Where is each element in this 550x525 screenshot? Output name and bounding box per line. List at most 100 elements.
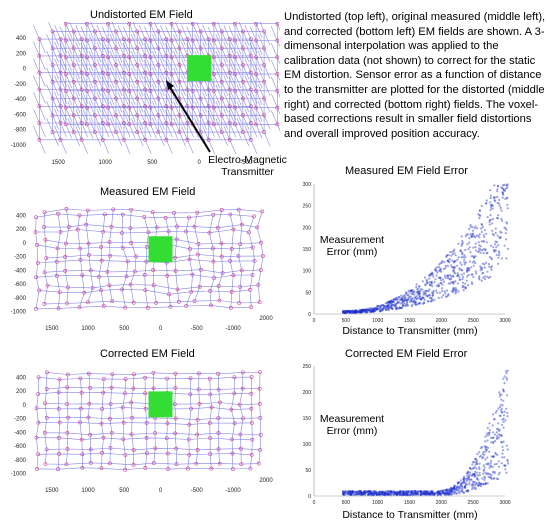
field-sample-marker — [254, 38, 259, 43]
error-data-point — [463, 261, 466, 264]
field-sample-marker — [262, 63, 267, 67]
error-data-point — [385, 493, 388, 496]
field-sample-marker — [211, 212, 216, 217]
error-data-point — [481, 452, 484, 456]
error-data-point — [405, 300, 408, 303]
error-data-point — [505, 222, 509, 225]
measured-error-xlabel: Distance to Transmitter (mm) — [342, 325, 478, 337]
field-sample-marker — [37, 104, 42, 109]
field-sample-marker — [43, 401, 47, 406]
error-data-point — [447, 275, 450, 278]
field-line-depth — [101, 26, 115, 55]
error-data-point — [409, 490, 413, 493]
error-data-point — [452, 486, 455, 489]
error-data-point — [471, 273, 474, 276]
field-sample-marker — [64, 241, 68, 246]
error-data-point — [375, 493, 378, 496]
error-data-point — [358, 309, 362, 312]
error-data-point — [454, 280, 457, 283]
error-data-point — [410, 492, 413, 495]
field-sample-marker — [233, 105, 237, 110]
field-sample-marker — [58, 70, 63, 75]
field-line-depth — [207, 110, 221, 139]
error-data-point — [354, 309, 358, 312]
error-data-point — [484, 458, 487, 461]
error-data-point — [470, 281, 473, 284]
field-sample-marker — [172, 210, 176, 215]
field-sample-marker — [131, 300, 136, 305]
error-data-point — [462, 272, 466, 275]
error-data-point — [450, 254, 453, 257]
error-data-point — [495, 409, 498, 412]
error-data-point — [347, 309, 350, 313]
error-data-point — [398, 296, 401, 299]
error-data-point — [355, 310, 358, 313]
field-sample-marker — [42, 210, 47, 215]
field-sample-marker — [195, 432, 200, 437]
error-data-point — [430, 291, 434, 294]
error-data-point — [342, 311, 345, 314]
field-line-vertical — [109, 374, 113, 464]
error-data-point — [356, 491, 360, 494]
field-sample-marker — [102, 212, 107, 217]
error-data-point — [461, 275, 465, 278]
error-data-point — [342, 493, 345, 496]
error-data-point — [426, 280, 429, 283]
field-sample-marker — [166, 229, 171, 234]
error-data-point — [360, 494, 363, 497]
error-data-point — [419, 493, 422, 496]
error-data-point — [362, 308, 365, 312]
error-data-point — [499, 434, 502, 437]
error-data-point — [442, 280, 446, 283]
error-data-point — [390, 490, 393, 493]
error-data-point — [344, 310, 347, 314]
y-tick-label: -200 — [14, 82, 27, 88]
error-data-point — [494, 196, 497, 199]
error-data-point — [488, 422, 491, 425]
error-data-point — [489, 194, 493, 197]
error-data-point — [352, 492, 355, 495]
error-data-point — [345, 309, 349, 312]
error-data-point — [429, 284, 432, 287]
field-sample-marker — [220, 271, 225, 276]
error-data-point — [503, 382, 506, 385]
error-data-point — [496, 217, 500, 220]
error-data-point — [406, 491, 409, 494]
error-data-point — [393, 305, 396, 308]
field-sample-marker — [42, 430, 47, 435]
error-data-point — [505, 372, 508, 375]
error-data-point — [454, 272, 457, 275]
error-data-point — [440, 491, 443, 494]
error-data-point — [389, 491, 392, 494]
error-data-point — [498, 405, 502, 409]
error-data-point — [378, 493, 381, 496]
error-data-point — [418, 289, 422, 293]
field-sample-marker — [56, 467, 60, 472]
error-data-point — [472, 484, 475, 487]
error-data-point — [412, 290, 416, 293]
error-data-point — [437, 284, 441, 287]
error-data-point — [406, 493, 409, 496]
error-data-point — [378, 492, 381, 495]
error-data-point — [390, 306, 393, 309]
error-data-point — [371, 308, 374, 311]
error-data-point — [494, 227, 497, 230]
field-line-vertical — [194, 212, 202, 302]
error-data-point — [462, 491, 465, 494]
extra-tick-label: 2000 — [259, 316, 273, 322]
error-data-point — [370, 492, 373, 495]
error-data-point — [346, 491, 349, 494]
field-sample-marker — [99, 288, 103, 293]
field-sample-marker — [121, 437, 126, 442]
error-data-point — [486, 432, 489, 435]
field-sample-marker — [106, 88, 111, 93]
field-line-depth — [249, 59, 263, 89]
error-data-point — [431, 292, 435, 295]
error-data-point — [437, 490, 440, 493]
error-data-point — [363, 492, 366, 495]
error-data-point — [456, 258, 459, 261]
error-data-point — [420, 298, 423, 301]
error-data-point — [437, 283, 440, 286]
error-data-point — [450, 264, 453, 267]
field-line-depth — [165, 110, 178, 139]
